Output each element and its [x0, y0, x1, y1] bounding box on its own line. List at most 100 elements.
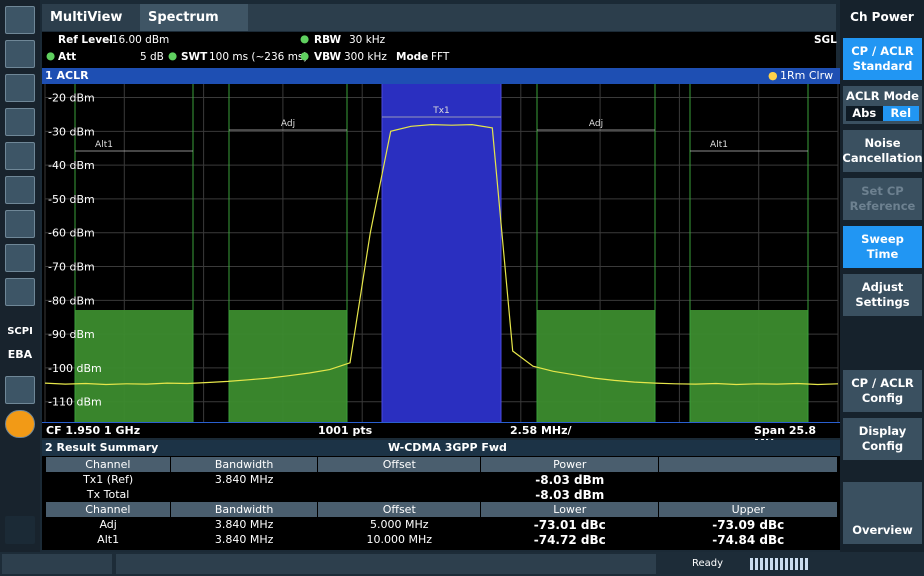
cell: Offset — [317, 502, 481, 517]
cell: -73.09 dBc — [712, 517, 785, 532]
zoom-reset-button[interactable] — [5, 210, 35, 238]
trace — [44, 123, 839, 386]
toggle-option[interactable]: Abs — [846, 106, 883, 121]
y-tick-label: -90 dBm — [48, 328, 95, 341]
standard: W-CDMA 3GPP Fwd — [388, 441, 507, 454]
softkey[interactable]: Adjust Settings — [843, 274, 922, 316]
adjacent-channel — [690, 310, 808, 422]
header-row: Channel Bandwidth Offset Power — [46, 457, 838, 472]
result-title: 2 Result Summary — [45, 441, 159, 454]
y-tick-label: -40 dBm — [48, 159, 95, 172]
dot: ● — [300, 50, 310, 62]
softkey[interactable]: Overview — [843, 482, 922, 544]
cell: Lower — [480, 502, 660, 517]
cell: -73.01 dBc — [533, 517, 606, 532]
softkey[interactable]: CP / ACLR Standard — [843, 38, 922, 80]
cell: 3.840 MHz — [214, 532, 274, 546]
label: Att — [58, 51, 77, 63]
value: 30 kHz — [349, 34, 386, 46]
adjacent-channel — [229, 310, 347, 422]
cell: Upper — [658, 502, 838, 517]
toolbar: SCPI EBA — [0, 0, 40, 552]
cell — [659, 487, 838, 502]
refresh-button[interactable] — [5, 278, 35, 306]
diagram-title-bar: 1 ACLR ● 1Rm Clrw — [42, 68, 840, 84]
cell: Channel — [46, 457, 171, 472]
camera-button[interactable] — [5, 6, 35, 34]
tab[interactable]: MultiView — [50, 10, 123, 25]
y-tick-label: -100 dBm — [48, 362, 102, 375]
channel-label: Alt1 — [95, 140, 113, 150]
dot: ● — [300, 33, 310, 45]
zoom-button[interactable] — [5, 108, 35, 136]
cell: Offset — [317, 457, 481, 472]
label: SWT — [181, 51, 208, 63]
cell — [659, 472, 838, 487]
row: Tx1 (Ref) 3.840 MHz -8.03 dBm — [46, 472, 838, 487]
cell: Tx1 (Ref) — [83, 472, 134, 486]
toggle-option[interactable]: Rel — [882, 106, 919, 121]
softkey-panel: Ch Power CP / ACLR Standard ACLR Mode Ab… — [840, 0, 924, 552]
cell: -74.72 dBc — [533, 532, 606, 547]
save-button[interactable] — [5, 74, 35, 102]
softkey[interactable]: Sweep Time — [843, 226, 922, 268]
trace-label: 1Rm Clrw — [780, 69, 834, 82]
softkey[interactable]: ACLR Mode Abs Rel — [843, 86, 922, 124]
label: Mode — [396, 51, 429, 63]
softkey-label: ACLR Mode — [846, 89, 919, 103]
value: 100 ms (~236 ms) — [209, 51, 308, 63]
open-button[interactable] — [5, 40, 35, 68]
channel-label: Adj — [281, 119, 295, 129]
cell — [658, 457, 838, 472]
eba-button[interactable]: EBA — [7, 348, 33, 361]
cell: Channel — [46, 502, 171, 517]
cell — [318, 487, 481, 502]
row: Tx Total -8.03 dBm — [46, 487, 838, 502]
y-tick-label: -30 dBm — [48, 125, 95, 138]
cell: Bandwidth — [170, 502, 319, 517]
value: 5 dB — [140, 51, 164, 63]
menu-title: Ch Power — [850, 10, 914, 24]
help-button[interactable] — [5, 410, 35, 438]
status-bar: Ready — [0, 552, 924, 576]
help-pointer-button[interactable] — [5, 376, 35, 404]
cell: 10.000 MHz — [366, 532, 432, 546]
points: 1001 pts — [318, 424, 373, 437]
cell: Bandwidth — [170, 457, 319, 472]
cell: 3.840 MHz — [214, 517, 274, 531]
label: VBW — [314, 51, 342, 63]
channel-label: Adj — [589, 119, 603, 129]
dot: ● — [46, 50, 56, 62]
cell: Adj — [99, 517, 117, 531]
cell: Power — [480, 457, 660, 472]
scpi-button[interactable]: SCPI — [7, 326, 33, 337]
dropdown[interactable] — [116, 554, 656, 574]
tab[interactable]: Spectrum — [140, 4, 248, 31]
softkey[interactable]: Noise Cancellation — [842, 130, 923, 172]
zoom-button[interactable] — [5, 142, 35, 170]
zoom-button[interactable] — [5, 176, 35, 204]
result-summary: 2 Result Summary W-CDMA 3GPP Fwd Channel… — [42, 440, 840, 550]
channel-label: Alt1 — [710, 140, 728, 150]
status: Ready — [692, 558, 724, 569]
toggle: Abs Rel — [846, 106, 919, 121]
sgl: SGL — [814, 34, 837, 46]
center-frequency: CF 1.950 1 GHz — [46, 424, 141, 437]
header-row: Channel Bandwidth Offset Lower Upper — [46, 502, 838, 517]
windows-button[interactable] — [5, 516, 35, 544]
value: -16.00 dBm — [108, 34, 170, 46]
y-tick-label: -60 dBm — [48, 227, 95, 240]
layout-button[interactable] — [5, 244, 35, 272]
cell — [170, 487, 318, 502]
softkey[interactable]: CP / ACLR Config — [843, 370, 922, 412]
cell: Alt1 — [97, 532, 120, 546]
softkey[interactable]: Display Config — [843, 418, 922, 460]
adjacent-channel — [537, 310, 655, 422]
dot: ● — [168, 50, 178, 62]
settings-bar: Ref Level -16.00 dBm ● Att 5 dB ● SWT 10… — [42, 32, 837, 68]
y-tick-label: -80 dBm — [48, 294, 95, 307]
result-table: Channel Bandwidth Offset Power Tx1 (Ref) 3.84… — [46, 457, 838, 547]
dropdown[interactable] — [2, 554, 112, 574]
division: 2.58 MHz/ — [510, 424, 572, 437]
